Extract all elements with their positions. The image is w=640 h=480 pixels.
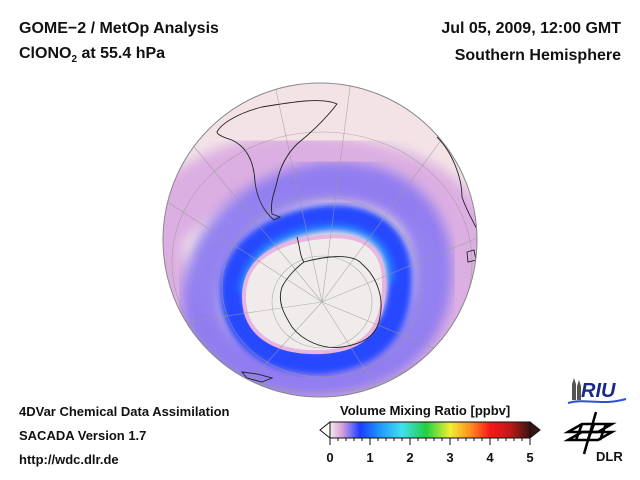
datetime-label: Jul 05, 2009, 12:00 GMT (441, 20, 621, 37)
antarctic-peninsula (296, 236, 305, 263)
antarctica-coast (279, 256, 382, 348)
colorbar-tick-label: 4 (486, 450, 494, 465)
australia-coast (240, 371, 274, 383)
hemisphere-label: Southern Hemisphere (454, 47, 621, 64)
colorbar-tick-label: 2 (406, 450, 414, 465)
species-level-label: ClONO2 at 55.4 hPa (19, 45, 165, 65)
clono2-mid-band (181, 161, 453, 397)
footer-version: SACADA Version 1.7 (19, 428, 147, 443)
colorbar-tick-label: 3 (446, 450, 454, 465)
south-america-coast (216, 100, 338, 221)
species-name: ClONO (19, 45, 72, 62)
globe-outline (162, 82, 478, 398)
colorbar-gradient (329, 421, 531, 439)
pressure-level: at 55.4 hPa (77, 45, 166, 62)
dlr-logo-icon (563, 411, 617, 455)
colorbar-title: Volume Mixing Ratio [ppbv] (340, 403, 511, 418)
footer-url[interactable]: http://wdc.dlr.de (19, 452, 119, 467)
colorbar-min-extension (319, 421, 331, 440)
map-title: GOME−2 / MetOp Analysis (19, 20, 219, 37)
species-subscript: 2 (71, 54, 78, 66)
riu-logo: RIU (567, 378, 627, 404)
clono2-vortex-edge (219, 204, 413, 375)
riu-cathedral-icon (572, 378, 581, 400)
vortex-core (241, 234, 387, 355)
colorbar-max-extension (529, 421, 541, 440)
africa-coast (436, 136, 477, 233)
riu-logo-text: RIU (581, 380, 616, 402)
colorbar-tick-label: 5 (526, 450, 534, 465)
colorbar (319, 421, 541, 445)
dlr-logo-text: DLR (596, 449, 623, 464)
colorbar-tick-label: 0 (326, 450, 334, 465)
footer-method: 4DVar Chemical Data Assimilation (19, 404, 230, 419)
globe-map (162, 82, 478, 398)
colorbar-tick-label: 1 (366, 450, 374, 465)
